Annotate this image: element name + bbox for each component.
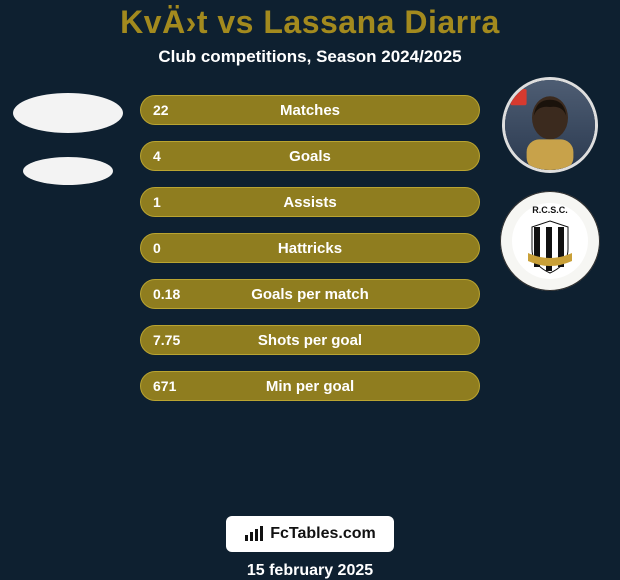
stat-row-goals-per-match: 0.18 Goals per match bbox=[140, 279, 480, 309]
left-player-column bbox=[8, 89, 128, 185]
stat-label: Hattricks bbox=[141, 234, 479, 262]
club-crest-icon: R.C.S.C. bbox=[500, 191, 600, 291]
fctables-label: FcTables.com bbox=[270, 525, 376, 543]
stat-bars: 22 Matches 4 Goals 1 Assists 0 Hattricks… bbox=[140, 95, 480, 417]
comparison-card: KvÄ›t vs Lassana Diarra Club competition… bbox=[0, 0, 620, 580]
subtitle: Club competitions, Season 2024/2025 bbox=[158, 47, 461, 67]
stat-row-goals: 4 Goals bbox=[140, 141, 480, 171]
right-player-photo bbox=[502, 77, 598, 173]
bars-growth-icon bbox=[244, 526, 264, 542]
stat-label: Goals per match bbox=[141, 280, 479, 308]
right-club-logo: R.C.S.C. bbox=[500, 191, 600, 291]
svg-text:R.C.S.C.: R.C.S.C. bbox=[532, 205, 568, 215]
stat-row-shots-per-goal: 7.75 Shots per goal bbox=[140, 325, 480, 355]
stat-label: Assists bbox=[141, 188, 479, 216]
date-label: 15 february 2025 bbox=[247, 562, 373, 580]
stat-row-matches: 22 Matches bbox=[140, 95, 480, 125]
left-team-logo-placeholder bbox=[23, 157, 113, 185]
player-headshot-icon bbox=[505, 80, 595, 170]
stat-row-min-per-goal: 671 Min per goal bbox=[140, 371, 480, 401]
page-title: KvÄ›t vs Lassana Diarra bbox=[120, 4, 500, 41]
stat-label: Goals bbox=[141, 142, 479, 170]
stat-label: Shots per goal bbox=[141, 326, 479, 354]
left-player-photo-placeholder bbox=[13, 93, 123, 133]
stat-row-hattricks: 0 Hattricks bbox=[140, 233, 480, 263]
stat-label: Matches bbox=[141, 96, 479, 124]
fctables-watermark: FcTables.com bbox=[226, 516, 394, 552]
stat-label: Min per goal bbox=[141, 372, 479, 400]
right-player-column: R.C.S.C. bbox=[490, 77, 610, 291]
stat-row-assists: 1 Assists bbox=[140, 187, 480, 217]
middle-area: 22 Matches 4 Goals 1 Assists 0 Hattricks… bbox=[0, 67, 620, 510]
